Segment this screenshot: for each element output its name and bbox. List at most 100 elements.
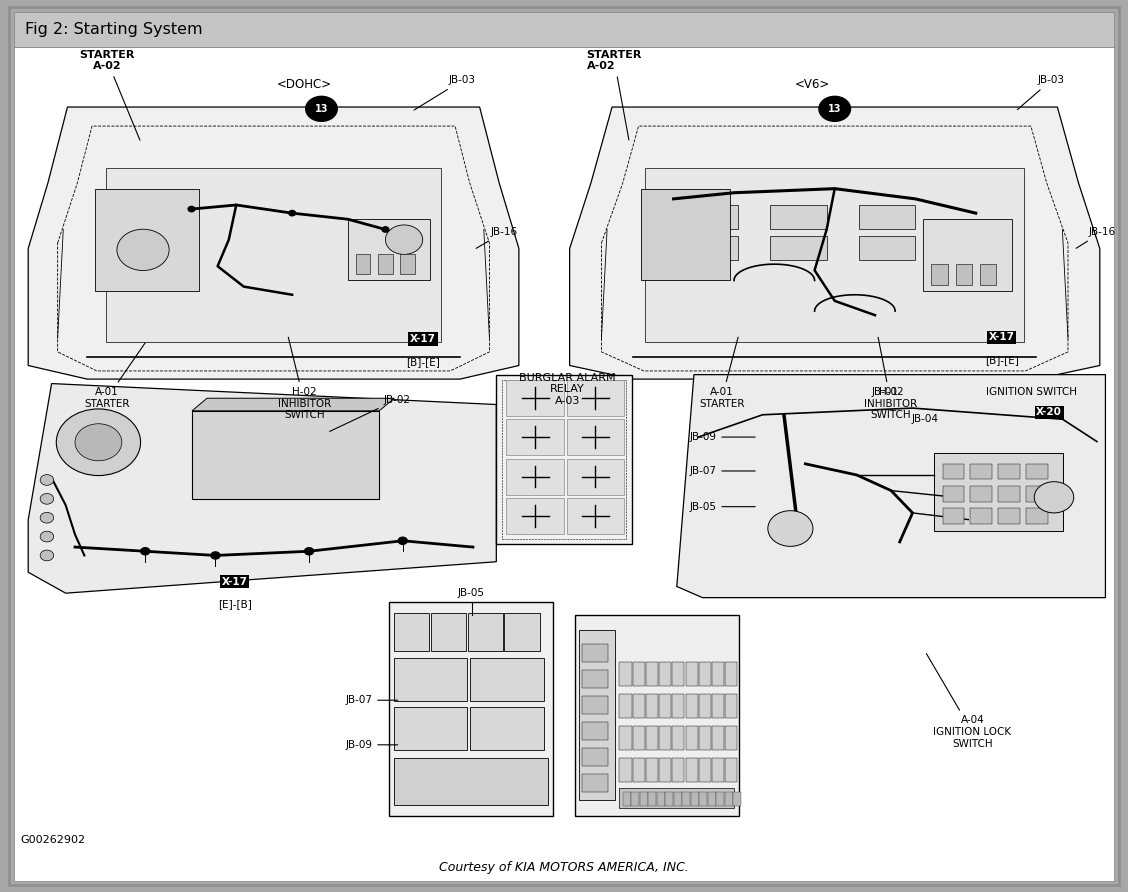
Bar <box>943 486 964 501</box>
Bar <box>582 747 608 766</box>
Circle shape <box>386 225 423 254</box>
Bar <box>659 694 671 718</box>
Bar <box>970 464 992 480</box>
Bar <box>858 205 915 229</box>
Bar <box>394 613 430 651</box>
Bar <box>725 792 733 806</box>
Bar <box>192 411 379 499</box>
Bar <box>633 758 645 782</box>
Bar <box>506 380 564 416</box>
Text: IGNITION SWITCH: IGNITION SWITCH <box>986 387 1077 398</box>
Text: H-02
INHIBITOR
SWITCH: H-02 INHIBITOR SWITCH <box>277 337 332 420</box>
Bar <box>733 792 741 806</box>
Bar <box>506 458 564 494</box>
Circle shape <box>188 206 195 211</box>
Text: JB-07: JB-07 <box>345 695 398 706</box>
Bar <box>672 758 685 782</box>
Text: Courtesy of KIA MOTORS AMERICA, INC.: Courtesy of KIA MOTORS AMERICA, INC. <box>439 861 689 873</box>
Bar <box>502 380 626 539</box>
Bar <box>646 726 658 750</box>
Bar <box>619 789 734 808</box>
Bar <box>934 452 1063 531</box>
Bar <box>998 508 1020 524</box>
Bar <box>924 219 1012 291</box>
Bar <box>716 792 724 806</box>
Bar <box>389 602 553 816</box>
Bar <box>698 694 711 718</box>
Circle shape <box>768 510 813 546</box>
Circle shape <box>41 532 54 542</box>
Bar <box>566 419 624 455</box>
Bar <box>686 758 697 782</box>
Text: X-17: X-17 <box>988 332 1015 343</box>
Bar <box>712 758 724 782</box>
Bar <box>656 792 664 806</box>
Bar <box>642 189 730 280</box>
Circle shape <box>211 552 220 559</box>
Bar <box>998 486 1020 501</box>
Bar <box>400 254 415 275</box>
Bar <box>698 758 711 782</box>
Bar <box>698 726 711 750</box>
Circle shape <box>1034 482 1074 513</box>
Bar <box>575 615 739 816</box>
Text: JB-02: JB-02 <box>329 394 411 432</box>
Bar <box>712 694 724 718</box>
Bar <box>506 419 564 455</box>
Bar <box>619 694 632 718</box>
Bar <box>378 254 393 275</box>
Bar <box>633 694 645 718</box>
Bar <box>582 644 608 662</box>
Bar <box>1026 486 1048 501</box>
Bar <box>394 758 548 805</box>
Text: JB-05: JB-05 <box>689 501 756 512</box>
Text: A-01
STARTER: A-01 STARTER <box>85 343 146 409</box>
Bar <box>579 630 615 800</box>
Polygon shape <box>677 375 1105 598</box>
Bar <box>659 758 671 782</box>
Text: Fig 2: Starting System: Fig 2: Starting System <box>25 22 202 37</box>
Circle shape <box>117 229 169 270</box>
Bar <box>106 169 441 342</box>
Bar <box>672 726 685 750</box>
Bar <box>659 726 671 750</box>
Circle shape <box>382 227 389 232</box>
Bar <box>582 696 608 714</box>
Text: JB-05: JB-05 <box>458 588 485 598</box>
Text: JB-07: JB-07 <box>689 466 756 476</box>
Bar <box>633 662 645 686</box>
Bar <box>394 707 467 750</box>
Bar <box>649 792 656 806</box>
Text: X-17: X-17 <box>409 334 437 344</box>
Bar <box>712 662 724 686</box>
Bar <box>708 792 716 806</box>
Bar <box>623 792 631 806</box>
Bar <box>690 792 699 806</box>
Text: X-20: X-20 <box>1037 407 1061 417</box>
Bar <box>640 792 647 806</box>
Bar <box>725 662 738 686</box>
Circle shape <box>398 537 407 544</box>
Bar <box>970 508 992 524</box>
Bar <box>672 694 685 718</box>
Text: STARTER
A-02: STARTER A-02 <box>587 50 642 140</box>
Bar <box>619 758 632 782</box>
Circle shape <box>819 96 851 121</box>
Text: [E]-[B]: [E]-[B] <box>218 599 252 609</box>
Bar <box>496 375 632 544</box>
Text: JB-03: JB-03 <box>1017 75 1065 110</box>
Bar <box>686 694 697 718</box>
Circle shape <box>305 548 314 555</box>
Bar <box>858 235 915 260</box>
Bar <box>566 458 624 494</box>
Bar <box>980 264 996 285</box>
Bar <box>659 662 671 686</box>
Bar <box>582 774 608 792</box>
Bar <box>646 662 658 686</box>
Circle shape <box>41 493 54 504</box>
Text: 13: 13 <box>315 103 328 114</box>
Bar <box>566 498 624 534</box>
Bar <box>95 189 199 291</box>
Bar <box>955 264 971 285</box>
Bar <box>666 792 673 806</box>
